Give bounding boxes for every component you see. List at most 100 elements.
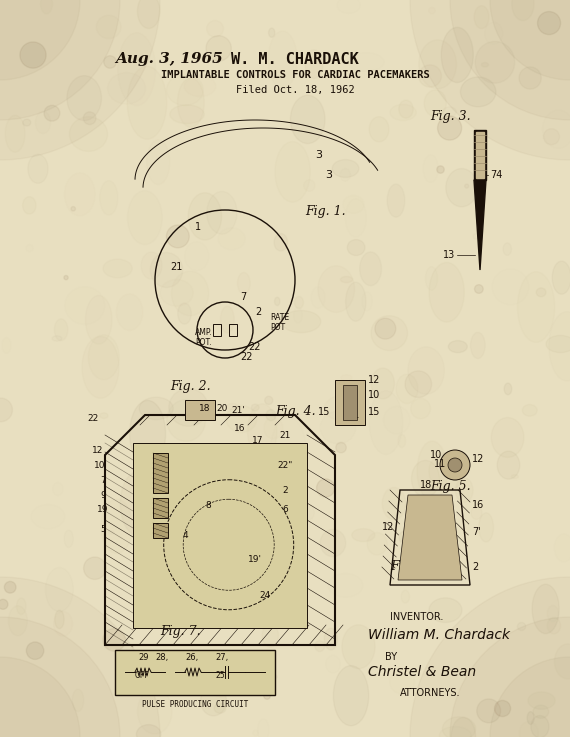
Ellipse shape bbox=[262, 624, 278, 647]
Text: 4: 4 bbox=[182, 531, 188, 539]
Text: ATTORNEYS.: ATTORNEYS. bbox=[400, 688, 461, 698]
Circle shape bbox=[316, 479, 335, 497]
Text: PULSE PRODUCING CIRCUIT: PULSE PRODUCING CIRCUIT bbox=[142, 700, 248, 709]
Text: 7: 7 bbox=[240, 292, 246, 302]
Text: 25: 25 bbox=[215, 671, 225, 680]
Text: Fig. 2.: Fig. 2. bbox=[170, 380, 211, 393]
Ellipse shape bbox=[342, 625, 375, 668]
Ellipse shape bbox=[251, 404, 259, 411]
Ellipse shape bbox=[511, 475, 518, 478]
Ellipse shape bbox=[347, 240, 365, 256]
Text: 2: 2 bbox=[472, 562, 478, 572]
Circle shape bbox=[206, 35, 231, 61]
Ellipse shape bbox=[207, 21, 223, 37]
Text: 22": 22" bbox=[278, 461, 292, 469]
Text: 10: 10 bbox=[94, 461, 106, 469]
Text: 7: 7 bbox=[100, 475, 106, 484]
Ellipse shape bbox=[241, 600, 246, 606]
Circle shape bbox=[448, 458, 462, 472]
Circle shape bbox=[26, 642, 44, 660]
Text: Christel & Bean: Christel & Bean bbox=[368, 665, 476, 679]
Ellipse shape bbox=[369, 116, 389, 142]
Text: 19': 19' bbox=[248, 556, 262, 565]
Text: 22: 22 bbox=[240, 352, 253, 362]
Circle shape bbox=[475, 284, 483, 293]
Circle shape bbox=[405, 371, 431, 397]
Ellipse shape bbox=[274, 234, 287, 251]
Text: 16: 16 bbox=[472, 500, 484, 510]
Ellipse shape bbox=[522, 405, 537, 416]
Ellipse shape bbox=[275, 142, 310, 202]
Ellipse shape bbox=[429, 598, 462, 623]
Ellipse shape bbox=[201, 685, 226, 716]
Ellipse shape bbox=[266, 410, 276, 421]
Ellipse shape bbox=[446, 169, 478, 207]
Ellipse shape bbox=[371, 368, 394, 399]
Ellipse shape bbox=[271, 674, 277, 679]
Ellipse shape bbox=[186, 649, 199, 677]
Text: 10: 10 bbox=[430, 450, 442, 460]
Ellipse shape bbox=[552, 261, 570, 294]
Ellipse shape bbox=[528, 692, 555, 709]
Text: 6: 6 bbox=[282, 506, 288, 514]
Text: 5: 5 bbox=[100, 525, 106, 534]
Ellipse shape bbox=[40, 0, 52, 14]
Ellipse shape bbox=[442, 717, 475, 737]
Ellipse shape bbox=[451, 717, 475, 737]
Text: Aug. 3, 1965: Aug. 3, 1965 bbox=[115, 52, 223, 66]
Ellipse shape bbox=[100, 413, 108, 419]
Text: 17: 17 bbox=[253, 436, 264, 444]
Ellipse shape bbox=[424, 90, 446, 116]
Ellipse shape bbox=[518, 272, 555, 343]
Text: 15: 15 bbox=[368, 407, 380, 417]
Ellipse shape bbox=[282, 310, 321, 332]
Bar bbox=[229, 324, 237, 336]
Circle shape bbox=[437, 166, 444, 173]
Ellipse shape bbox=[533, 705, 549, 719]
Polygon shape bbox=[398, 495, 462, 580]
Circle shape bbox=[264, 693, 270, 699]
Ellipse shape bbox=[491, 418, 524, 458]
Ellipse shape bbox=[479, 513, 494, 542]
Ellipse shape bbox=[429, 453, 466, 490]
Text: INVENTOR.: INVENTOR. bbox=[390, 612, 443, 622]
Circle shape bbox=[0, 398, 13, 422]
Text: William M. Chardack: William M. Chardack bbox=[368, 628, 510, 642]
Bar bbox=[213, 324, 221, 336]
Text: 16: 16 bbox=[234, 424, 246, 433]
Ellipse shape bbox=[214, 704, 226, 713]
Ellipse shape bbox=[295, 296, 303, 309]
Text: Fig. 6.: Fig. 6. bbox=[390, 560, 430, 573]
Ellipse shape bbox=[419, 65, 441, 87]
Text: OFF: OFF bbox=[135, 671, 149, 680]
Text: 21': 21' bbox=[231, 405, 245, 414]
Ellipse shape bbox=[141, 487, 177, 545]
Circle shape bbox=[166, 225, 189, 248]
Ellipse shape bbox=[139, 397, 173, 419]
Ellipse shape bbox=[23, 197, 36, 214]
Bar bbox=[153, 523, 168, 538]
Text: AMP.
POT.: AMP. POT. bbox=[195, 328, 213, 347]
Text: 12: 12 bbox=[472, 454, 484, 464]
Bar bbox=[153, 498, 168, 518]
Text: 26,: 26, bbox=[185, 653, 198, 662]
Ellipse shape bbox=[67, 76, 101, 121]
Bar bbox=[153, 453, 168, 493]
Ellipse shape bbox=[532, 584, 559, 634]
Bar bbox=[474, 130, 486, 180]
Circle shape bbox=[83, 112, 96, 125]
Text: 13: 13 bbox=[443, 250, 455, 260]
Ellipse shape bbox=[170, 105, 204, 124]
Ellipse shape bbox=[188, 193, 222, 240]
Ellipse shape bbox=[512, 0, 534, 21]
Text: 12: 12 bbox=[92, 445, 104, 455]
Ellipse shape bbox=[449, 340, 467, 352]
Ellipse shape bbox=[168, 518, 203, 557]
Circle shape bbox=[20, 42, 46, 68]
Text: Filed Oct. 18, 1962: Filed Oct. 18, 1962 bbox=[235, 85, 355, 95]
Text: 7': 7' bbox=[472, 527, 481, 537]
Text: 21: 21 bbox=[279, 430, 291, 439]
Text: Fig. 1.: Fig. 1. bbox=[305, 205, 345, 218]
Text: 15: 15 bbox=[318, 407, 331, 417]
Circle shape bbox=[295, 603, 306, 615]
